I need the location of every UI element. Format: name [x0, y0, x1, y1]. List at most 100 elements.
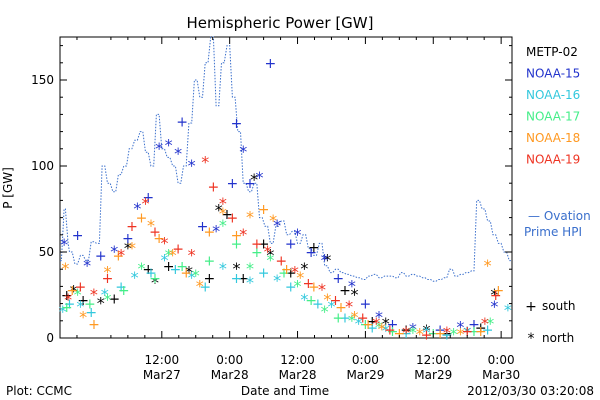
data-point-noaa-17: *: [348, 311, 356, 330]
data-point-noaa-19: +: [126, 219, 138, 235]
data-point-noaa-16: +: [312, 297, 324, 313]
data-point-noaa-16: +: [231, 271, 243, 287]
data-point-metp-02: *: [382, 314, 390, 333]
x-tick-label-date: Mar30: [482, 368, 520, 382]
data-point-noaa-18: *: [104, 263, 112, 282]
data-point-noaa-18: +: [88, 317, 100, 333]
data-point-metp-02: +: [237, 271, 249, 287]
data-point-noaa-19: *: [318, 280, 326, 299]
data-point-noaa-18: +: [66, 283, 78, 299]
data-point-noaa-16: +: [145, 266, 157, 282]
data-point-noaa-16: *: [131, 268, 139, 287]
data-point-noaa-19: *: [264, 242, 272, 261]
data-point-noaa-15: +: [95, 248, 107, 264]
data-point-noaa-17: *: [321, 302, 329, 321]
x-tick-label-time: 12:00: [416, 353, 451, 367]
data-point-noaa-16: +: [199, 279, 211, 295]
legend-item-noaa-18: NOAA-18: [526, 131, 580, 145]
data-point-noaa-17: *: [246, 259, 254, 278]
data-point-noaa-19: +: [74, 279, 86, 295]
data-point-noaa-19: *: [402, 323, 410, 342]
data-point-noaa-17: +: [387, 324, 399, 340]
data-point-noaa-19: *: [219, 194, 227, 213]
data-point-noaa-15: *: [273, 216, 281, 235]
data-point-noaa-16: +: [285, 279, 297, 295]
data-point-noaa-18: +: [112, 248, 124, 264]
data-point-metp-02: +: [441, 326, 453, 342]
data-point-noaa-15: *: [174, 144, 182, 163]
data-point-noaa-18: *: [484, 256, 492, 275]
data-point-noaa-15: +: [122, 231, 134, 247]
legend-item-noaa-19: NOAA-19: [526, 153, 580, 167]
data-point-noaa-17: *: [294, 276, 302, 295]
data-point-noaa-19: *: [188, 245, 196, 264]
data-point-metp-02: *: [124, 239, 132, 258]
data-point-metp-02: *: [323, 251, 331, 270]
data-point-noaa-16: *: [246, 273, 254, 292]
legend-item-metp-02: METP-02: [526, 45, 578, 59]
data-point-noaa-19: *: [291, 263, 299, 282]
data-point-noaa-15: +: [332, 271, 344, 287]
data-point-noaa-19: *: [90, 285, 98, 304]
data-point-noaa-15: +: [360, 297, 372, 313]
data-point-noaa-15: +: [434, 322, 446, 338]
data-point-noaa-16: *: [422, 323, 430, 342]
data-point-noaa-18: *: [416, 325, 424, 344]
y-axis-ticks: 0 50 100 150: [31, 45, 512, 345]
data-point-noaa-19: +: [172, 242, 184, 258]
data-points-layer: +*+ * +*+*+ * +*+*+*+*+ *+*+ *+ * + * + * +** +* + *+*+…: [59, 56, 512, 344]
data-point-noaa-15: *: [456, 318, 464, 337]
data-point-noaa-16: +: [85, 305, 97, 321]
satellite-legend: METP-02 NOAA-15 NOAA-16 NOAA-17 NOAA-18 NOAA-…: [526, 45, 580, 167]
data-point-noaa-15: *: [321, 251, 329, 270]
data-point-noaa-18: *: [147, 216, 155, 235]
data-point-metp-02: +: [400, 322, 412, 338]
data-point-noaa-18: *: [456, 325, 464, 344]
data-point-noaa-15: +: [72, 228, 84, 244]
data-point-noaa-19: +: [102, 271, 114, 287]
x-tick-label-time: 0:00: [352, 353, 379, 367]
data-point-noaa-16: +: [339, 310, 351, 326]
legend-item-noaa-17: NOAA-17: [526, 110, 580, 124]
data-point-noaa-18: *: [128, 239, 136, 258]
data-point-noaa-19: +: [227, 211, 239, 227]
data-point-noaa-15: +: [285, 236, 297, 252]
data-point-noaa-16: +: [441, 328, 453, 344]
data-point-noaa-17: +: [203, 254, 215, 270]
x-tick-label-date: Mar27: [143, 368, 181, 382]
ovation-label-line1: — Ovation: [528, 209, 591, 223]
data-point-metp-02: +: [108, 291, 120, 307]
data-point-noaa-18: *: [219, 204, 227, 223]
data-point-noaa-16: *: [463, 323, 471, 342]
ovation-hpi-line: [60, 36, 512, 282]
marker-legend-label-south: south: [542, 299, 576, 313]
data-point-noaa-18: *: [351, 307, 359, 326]
data-point-noaa-17: *: [450, 325, 458, 344]
data-point-noaa-18: +: [434, 326, 446, 342]
data-point-noaa-19: *: [64, 290, 72, 309]
x-tick-label-time: 12:00: [280, 353, 315, 367]
data-point-noaa-18: +: [231, 228, 243, 244]
legend-item-noaa-15: NOAA-15: [526, 67, 580, 81]
data-point-noaa-15: *: [490, 297, 498, 316]
data-point-noaa-15: *: [188, 156, 196, 175]
data-point-noaa-19: +: [275, 254, 287, 270]
data-point-noaa-19: +: [330, 293, 342, 309]
data-point-noaa-16: +: [366, 321, 378, 337]
data-point-noaa-15: +: [387, 317, 399, 333]
x-tick-label-time: 0:00: [488, 353, 515, 367]
data-point-noaa-18: +: [281, 262, 293, 278]
data-point-noaa-16: *: [300, 290, 308, 309]
data-point-noaa-18: +: [335, 300, 347, 316]
data-point-noaa-18: *: [378, 319, 386, 338]
data-point-noaa-18: +: [203, 224, 215, 240]
chart-title: Hemispheric Power [GW]: [187, 14, 374, 32]
data-point-noaa-15: *: [409, 319, 417, 338]
data-point-metp-02: *: [151, 273, 159, 292]
data-point-noaa-15: +: [227, 176, 239, 192]
data-point-noaa-15: *: [348, 276, 356, 295]
data-point-noaa-18: +: [475, 324, 487, 340]
data-point-noaa-16: *: [59, 302, 67, 321]
data-point-noaa-19: *: [201, 153, 209, 172]
data-point-metp-02: +: [475, 321, 487, 337]
